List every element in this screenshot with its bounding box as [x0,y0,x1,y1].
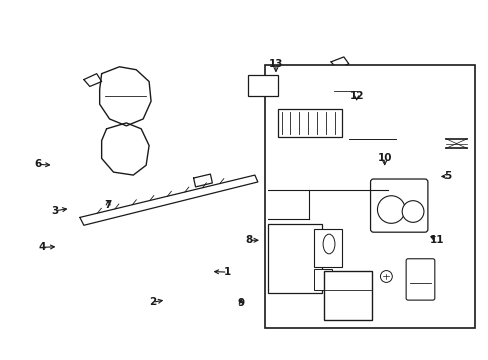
Circle shape [377,196,405,223]
Text: 7: 7 [104,200,112,210]
Bar [314,229,341,267]
Text: 6: 6 [34,159,41,170]
Bar [314,269,331,290]
Circle shape [401,201,423,222]
Ellipse shape [323,234,334,254]
Text: 12: 12 [349,91,363,101]
Text: 3: 3 [51,206,59,216]
Text: 4: 4 [39,242,46,252]
Text: 2: 2 [149,297,156,307]
FancyBboxPatch shape [370,179,427,232]
Text: 1: 1 [224,267,231,277]
Text: 11: 11 [429,235,443,244]
Text: 5: 5 [443,171,450,181]
FancyBboxPatch shape [406,259,434,300]
Circle shape [380,271,391,282]
Bar [277,109,341,137]
Bar [324,271,371,320]
Bar [247,75,277,96]
Bar [264,65,474,328]
Text: 8: 8 [245,235,252,245]
Text: 13: 13 [268,59,283,69]
Text: 10: 10 [377,153,391,163]
Bar [267,224,322,293]
Text: 9: 9 [237,298,244,309]
